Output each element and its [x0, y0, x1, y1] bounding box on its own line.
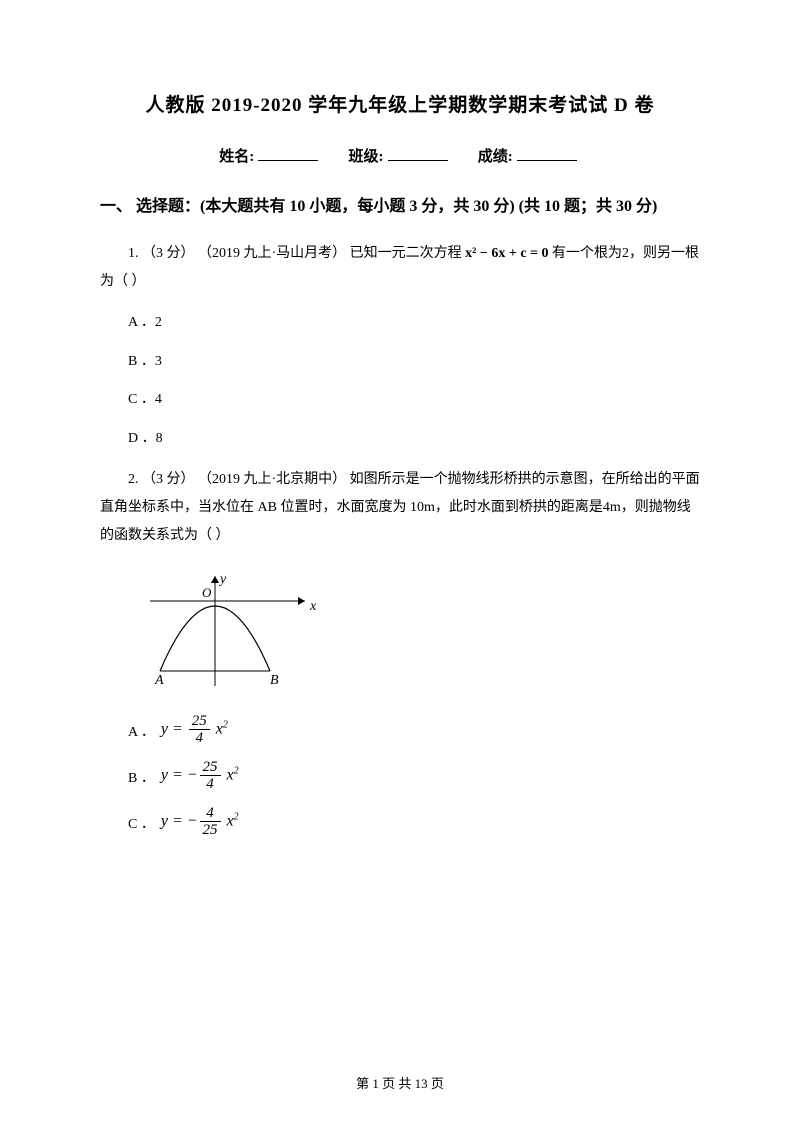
- q2-b-label: B ．: [128, 767, 155, 793]
- score-blank: [517, 147, 577, 161]
- q1-option-a: A ．2: [100, 312, 700, 334]
- q2-option-c: C ． y = −425 x2: [100, 805, 700, 839]
- q2-c-sign: −: [187, 813, 198, 830]
- svg-text:B: B: [270, 673, 279, 688]
- svg-text:x: x: [309, 599, 317, 614]
- question-2: 2. （3 分） （2019 九上·北京期中） 如图所示是一个抛物线形桥拱的示意…: [100, 466, 700, 550]
- name-blank: [258, 147, 318, 161]
- q2-a-label: A ．: [128, 721, 155, 747]
- class-blank: [388, 147, 448, 161]
- q2-c-label: C ．: [128, 813, 155, 839]
- q2-a-den: 4: [189, 730, 210, 747]
- q2-option-a: A ． y = 254 x2: [100, 713, 700, 747]
- page-footer: 第 1 页 共 13 页: [0, 1073, 800, 1092]
- q1-prefix: 1. （3 分） （2019 九上·马山月考） 已知一元二次方程: [128, 246, 465, 261]
- q1-option-d: D ．8: [100, 428, 700, 450]
- svg-text:O: O: [202, 585, 212, 600]
- parabola-diagram: x y O A B: [140, 566, 320, 696]
- q2-b-num: 25: [200, 759, 221, 777]
- q2-b-sign: −: [187, 767, 198, 784]
- q2-a-num: 25: [189, 713, 210, 731]
- score-label: 成绩:: [478, 149, 513, 165]
- q2-b-den: 4: [200, 776, 221, 793]
- page-title: 人教版 2019-2020 学年九年级上学期数学期末考试试 D 卷: [100, 90, 700, 117]
- q2-figure: x y O A B: [140, 566, 700, 701]
- svg-text:y: y: [218, 572, 227, 587]
- question-1: 1. （3 分） （2019 九上·马山月考） 已知一元二次方程 x² − 6x…: [100, 240, 700, 296]
- q2-c-formula: y = −425 x2: [161, 805, 239, 839]
- q1-option-b: B ．3: [100, 351, 700, 373]
- q2-c-num: 4: [200, 805, 221, 823]
- q2-c-den: 25: [200, 822, 221, 839]
- q2-a-formula: y = 254 x2: [161, 713, 228, 747]
- q1-equation: x² − 6x + c = 0: [465, 246, 548, 261]
- q2-b-formula: y = −254 x2: [161, 759, 239, 793]
- section-header: 一、 选择题：(本大题共有 10 小题，每小题 3 分，共 30 分) (共 1…: [100, 192, 700, 222]
- q1-option-c: C ．4: [100, 389, 700, 411]
- class-label: 班级:: [349, 149, 384, 165]
- student-info: 姓名: 班级: 成绩:: [100, 145, 700, 166]
- name-label: 姓名:: [219, 149, 254, 165]
- q2-option-b: B ． y = −254 x2: [100, 759, 700, 793]
- svg-text:A: A: [154, 673, 164, 688]
